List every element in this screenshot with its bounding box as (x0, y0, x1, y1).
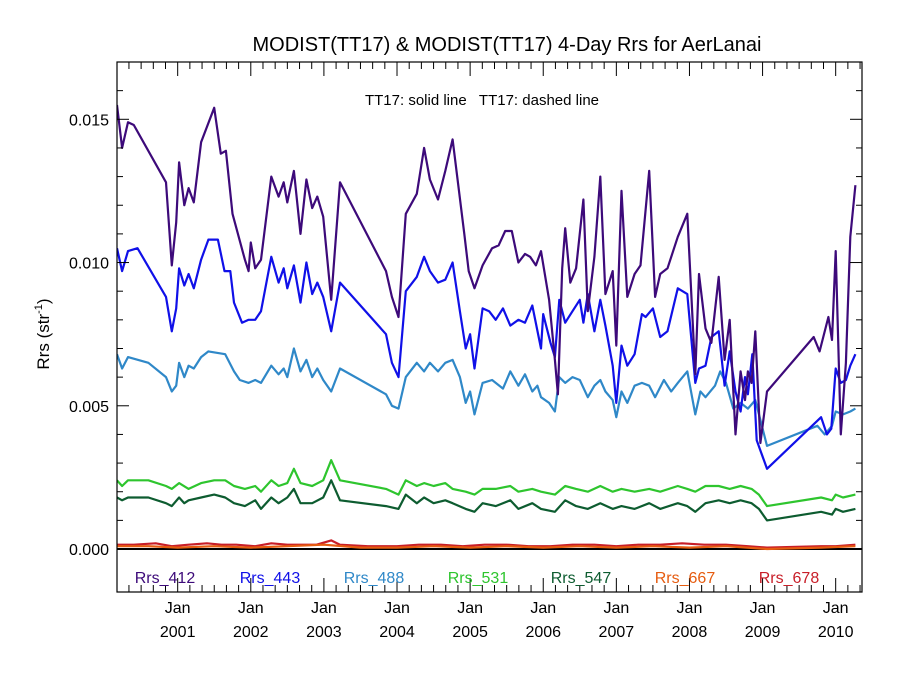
legend-item-rrs-678: Rrs_678 (759, 570, 820, 587)
x-tick-label-month: Jan (311, 600, 337, 617)
series-line-rrs-412 (117, 104, 857, 445)
x-tick-label-month: Jan (750, 600, 776, 617)
x-tick-label-month: Jan (238, 600, 264, 617)
y-axis-label-sup: -1 (33, 304, 45, 314)
x-tick-label-month: Jan (677, 600, 703, 617)
x-tick-label-month: Jan (603, 600, 629, 617)
x-tick-label-year: 2006 (525, 624, 561, 641)
y-tick-label: 0.010 (69, 256, 109, 273)
series-line-rrs-667 (117, 543, 856, 551)
x-tick-label-year: 2007 (599, 624, 635, 641)
x-tick-label-year: 2004 (379, 624, 415, 641)
legend-item-rrs-412: Rrs_412 (135, 570, 196, 587)
legend-item-rrs-531: Rrs_531 (448, 570, 509, 587)
series-line-rrs-531 (117, 459, 856, 508)
x-tick-label-month: Jan (530, 600, 556, 617)
x-tick-label-year: 2002 (233, 624, 269, 641)
legend-item-rrs-443: Rrs_443 (240, 570, 301, 587)
y-axis-label-base: Rrs (str (34, 314, 53, 370)
x-tick-label-year: 2003 (306, 624, 342, 641)
x-tick-label-month: Jan (165, 600, 191, 617)
x-tick-label-year: 2005 (452, 624, 488, 641)
chart-title: MODIST(TT17) & MODIST(TT17) 4-Day Rrs fo… (253, 34, 762, 56)
legend-item-rrs-547: Rrs_547 (551, 570, 612, 587)
legend-item-rrs-488: Rrs_488 (344, 570, 405, 587)
axes-layer: 0.000 0.005 0.010 0.015 Jan 2001 Jan 2002 Jan 200… (69, 61, 863, 641)
legend: Rrs_412 Rrs_443 Rrs_488 Rrs_531 Rrs_547 Rrs_6… (135, 570, 820, 587)
x-tick-label-year: 2009 (745, 624, 781, 641)
x-tick-label-year: 2010 (818, 624, 854, 641)
x-tick-label-month: Jan (457, 600, 483, 617)
series-line-rrs-488 (117, 347, 856, 447)
y-tick-label: 0.015 (69, 112, 109, 129)
x-tick-label-month: Jan (823, 600, 849, 617)
series-line-rrs-547 (117, 479, 856, 522)
y-axis-label: Rrs (str-1) (33, 298, 53, 369)
y-tick-label: 0.000 (69, 542, 109, 559)
x-tick-label-year: 2001 (160, 624, 196, 641)
x-tick-label-month: Jan (384, 600, 410, 617)
chart-annotation: TT17: solid line TT17: dashed line (365, 92, 599, 109)
legend-item-rrs-667: Rrs_667 (655, 570, 716, 587)
series-line-rrs-678 (117, 539, 856, 549)
series-layer (117, 104, 862, 551)
y-tick-label: 0.005 (69, 399, 109, 416)
y-axis-label-end: ) (34, 298, 53, 304)
x-tick-label-year: 2008 (672, 624, 708, 641)
series-line-rrs-443 (117, 238, 857, 470)
plot-frame (116, 61, 863, 593)
